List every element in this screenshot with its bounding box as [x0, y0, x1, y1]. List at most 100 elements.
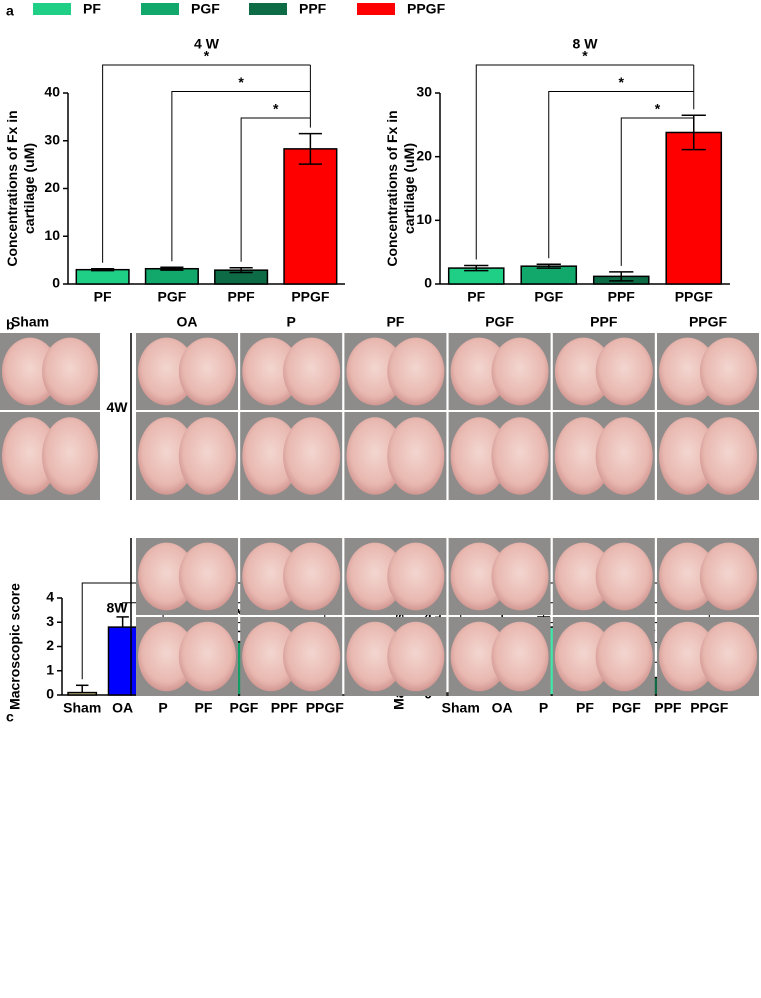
x-tick-label: PGF	[230, 700, 259, 716]
error-bar	[464, 264, 489, 272]
y-tick-label: 10	[44, 227, 60, 243]
knee-condyle	[283, 621, 341, 692]
y-axis-label: cartilage (uM)	[401, 143, 417, 234]
knee-condyle	[387, 417, 445, 495]
x-tick-label: PF	[94, 289, 112, 305]
knee-condyle	[491, 337, 549, 406]
knee-condyle	[138, 621, 196, 692]
knee-photo	[240, 333, 343, 410]
knee-photo	[0, 333, 100, 410]
knee-condyle	[283, 417, 341, 495]
knee-photo	[136, 617, 238, 696]
y-tick-label: 1	[46, 661, 54, 677]
significance-bracket	[548, 91, 694, 259]
knee-condyle	[387, 337, 445, 406]
knee-photo	[240, 412, 343, 500]
knee-condyle	[659, 417, 717, 495]
y-tick-label: 0	[52, 275, 60, 291]
y-axis-label: cartilage (uM)	[21, 143, 37, 234]
knee-condyle	[42, 417, 98, 495]
knee-condyle	[138, 337, 196, 406]
knee-condyle	[346, 621, 404, 692]
significance-bracket	[102, 64, 311, 263]
x-tick-label: PPF	[654, 700, 682, 716]
error-bar	[536, 263, 561, 269]
error-bar	[229, 267, 253, 274]
knee-photo	[657, 617, 759, 696]
knee-photo	[240, 538, 343, 615]
knee-condyle	[2, 337, 58, 406]
knee-condyle	[699, 337, 757, 406]
knee-condyle	[595, 542, 653, 611]
x-tick-label: PPGF	[291, 289, 330, 305]
error-bar	[75, 684, 89, 693]
bar	[665, 131, 723, 285]
y-tick-label: 4	[424, 608, 432, 624]
significance-label: *	[582, 48, 588, 64]
x-tick-label: PPGF	[675, 289, 714, 305]
column-label: OA	[177, 314, 198, 330]
panel-label: b	[6, 317, 15, 333]
bar	[144, 267, 199, 285]
knee-photo	[136, 538, 238, 615]
column-label: Sham	[11, 314, 49, 330]
knee-condyle	[595, 417, 653, 495]
knee-condyle	[42, 337, 98, 406]
knee-condyle	[2, 417, 58, 495]
chart-title: 8 W	[573, 36, 599, 52]
x-tick-label: Sham	[442, 700, 480, 716]
knee-condyle	[138, 542, 196, 611]
column-label: PPF	[590, 314, 618, 330]
knee-condyle	[178, 542, 236, 611]
knee-condyle	[554, 542, 612, 611]
y-tick-label: 4	[46, 589, 54, 605]
knee-condyle	[178, 417, 236, 495]
knee-condyle	[491, 542, 549, 611]
bar	[520, 265, 578, 285]
knee-condyle	[554, 417, 612, 495]
knee-photo	[0, 412, 100, 500]
knee-photo	[657, 333, 759, 410]
column-label: PF	[386, 314, 404, 330]
y-tick-label: 2	[46, 637, 54, 653]
y-tick-label: 20	[44, 179, 60, 195]
bar	[75, 268, 130, 285]
error-bar	[681, 114, 706, 151]
knee-condyle	[387, 621, 445, 692]
legend-label: PF	[83, 1, 101, 17]
bar	[107, 626, 138, 696]
x-tick-label: P	[158, 700, 167, 716]
knee-condyle	[699, 621, 757, 692]
knee-condyle	[554, 621, 612, 692]
y-tick-label: 20	[416, 147, 432, 163]
x-tick-label: PGF	[157, 289, 186, 305]
y-axis-label: Concentrations of Fx in	[4, 110, 20, 266]
significance-bracket	[620, 117, 694, 266]
knee-condyle	[450, 417, 508, 495]
legend-label: PPF	[299, 1, 327, 17]
legend-swatch	[33, 3, 71, 15]
error-bar	[609, 271, 634, 282]
legend-label: PPGF	[407, 1, 446, 17]
error-bar	[116, 616, 129, 628]
knee-condyle	[659, 621, 717, 692]
error-bar	[160, 266, 184, 271]
significance-bracket	[475, 64, 694, 260]
x-tick-label: PGF	[534, 289, 563, 305]
knee-condyle	[659, 337, 717, 406]
y-tick-label: 40	[44, 84, 60, 100]
chart-title: 4 W	[194, 36, 220, 52]
knee-photo	[552, 412, 655, 500]
column-label: PPGF	[689, 314, 728, 330]
knee-condyle	[387, 542, 445, 611]
knee-condyle	[346, 417, 404, 495]
significance-bracket	[240, 117, 311, 262]
knee-photo	[344, 617, 447, 696]
y-tick-label: 10	[416, 211, 432, 227]
x-tick-label: PF	[576, 700, 594, 716]
knee-condyle	[178, 621, 236, 692]
significance-label: *	[619, 74, 625, 90]
x-tick-label: Sham	[63, 700, 101, 716]
significance-label: *	[273, 101, 279, 117]
